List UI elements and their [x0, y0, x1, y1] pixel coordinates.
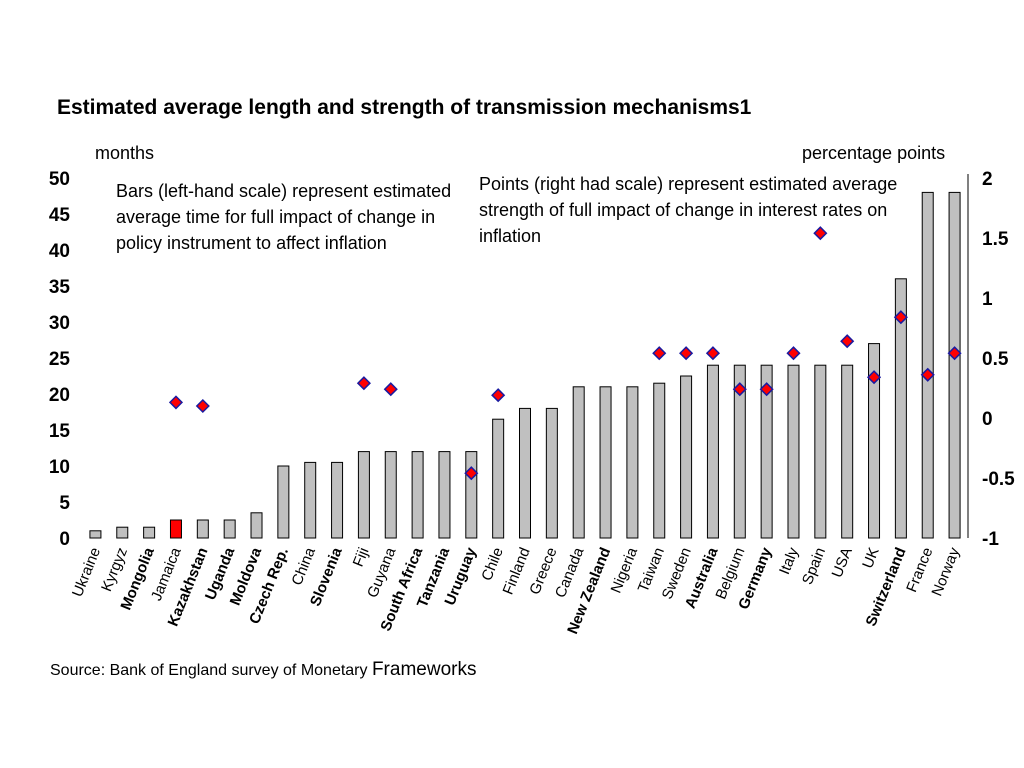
- bar: [545, 407, 558, 539]
- right-tick-label: 0: [982, 409, 993, 430]
- bar: [653, 382, 666, 539]
- left-tick-label: 25: [49, 349, 71, 370]
- bar: [89, 530, 102, 539]
- right-tick-label: 2: [982, 169, 993, 190]
- left-tick-label: 10: [49, 457, 70, 478]
- left-tick-label: 5: [59, 493, 70, 514]
- bar: [814, 364, 827, 539]
- bar: [733, 364, 746, 539]
- bar: [116, 526, 129, 539]
- point-marker: [866, 370, 882, 385]
- left-tick-label: 35: [49, 277, 71, 298]
- bar: [223, 519, 236, 539]
- point-marker: [920, 367, 935, 382]
- bar: [519, 407, 531, 539]
- left-tick-label: 45: [49, 205, 71, 226]
- point-marker: [786, 346, 801, 361]
- point-marker: [705, 346, 721, 361]
- right-tick-label: -1: [982, 529, 999, 550]
- point-marker: [383, 382, 398, 397]
- category-label: Spain: [799, 545, 829, 587]
- bar: [841, 364, 854, 539]
- bar: [143, 526, 156, 539]
- bar: [438, 451, 451, 539]
- point-marker: [947, 346, 962, 361]
- bar: [492, 418, 505, 539]
- right-tick-label: -0.5: [982, 469, 1015, 490]
- bar: [706, 364, 719, 539]
- left-axis-label: months: [95, 143, 155, 163]
- left-tick-label: 15: [49, 421, 71, 442]
- bar: [384, 451, 397, 539]
- point-marker: [464, 466, 479, 481]
- right-axis-label: percentage points: [802, 143, 946, 163]
- bar: [921, 191, 934, 539]
- bar: [169, 519, 182, 539]
- bar: [787, 364, 800, 539]
- bar: [599, 386, 612, 539]
- point-marker: [491, 388, 506, 403]
- category-label: Italy: [776, 545, 802, 577]
- bar: [331, 461, 344, 539]
- category-label: Ukraine: [69, 545, 104, 599]
- point-marker: [168, 395, 184, 410]
- point-marker: [759, 382, 774, 397]
- right-tick-label: 1: [982, 289, 993, 310]
- category-label: USA: [829, 545, 856, 580]
- bar: [304, 461, 317, 539]
- point-marker: [195, 398, 210, 414]
- category-label: UK: [859, 545, 883, 571]
- bar: [948, 191, 961, 539]
- left-tick-label: 50: [49, 169, 70, 190]
- source-prefix: Source: Bank of England survey of Moneta…: [50, 662, 372, 679]
- point-marker: [679, 346, 694, 361]
- source-note: Source: Bank of England survey of Moneta…: [50, 659, 476, 681]
- bar: [760, 364, 773, 539]
- left-tick-label: 40: [49, 241, 70, 262]
- category-label: Chile: [478, 545, 507, 583]
- bar: [868, 343, 881, 539]
- point-marker: [356, 376, 371, 391]
- bar: [250, 512, 263, 539]
- bar: [894, 278, 907, 539]
- bar: [626, 386, 639, 539]
- bar: [411, 451, 424, 539]
- point-marker: [893, 310, 908, 325]
- point-marker: [840, 334, 855, 349]
- right-tick-label: 1.5: [982, 229, 1009, 250]
- source-suffix: Frameworks: [371, 659, 477, 680]
- point-marker: [732, 382, 747, 397]
- bar: [680, 375, 693, 539]
- right-tick-label: 0.5: [982, 349, 1009, 370]
- points-annotation: Points (right had scale) represent estim…: [479, 174, 898, 246]
- bar: [196, 519, 209, 539]
- bar: [465, 451, 478, 539]
- point-marker: [652, 346, 667, 361]
- bar: [357, 451, 370, 539]
- category-label: Fiji: [350, 545, 373, 569]
- left-tick-label: 20: [49, 385, 70, 406]
- bar: [277, 465, 290, 539]
- bar: [572, 386, 585, 539]
- bars-annotation: Bars (left-hand scale) represent estimat…: [116, 181, 452, 253]
- left-tick-label: 0: [59, 529, 70, 550]
- left-tick-label: 30: [49, 313, 70, 334]
- point-marker: [813, 226, 828, 241]
- chart-title: Estimated average length and strength of…: [57, 96, 752, 119]
